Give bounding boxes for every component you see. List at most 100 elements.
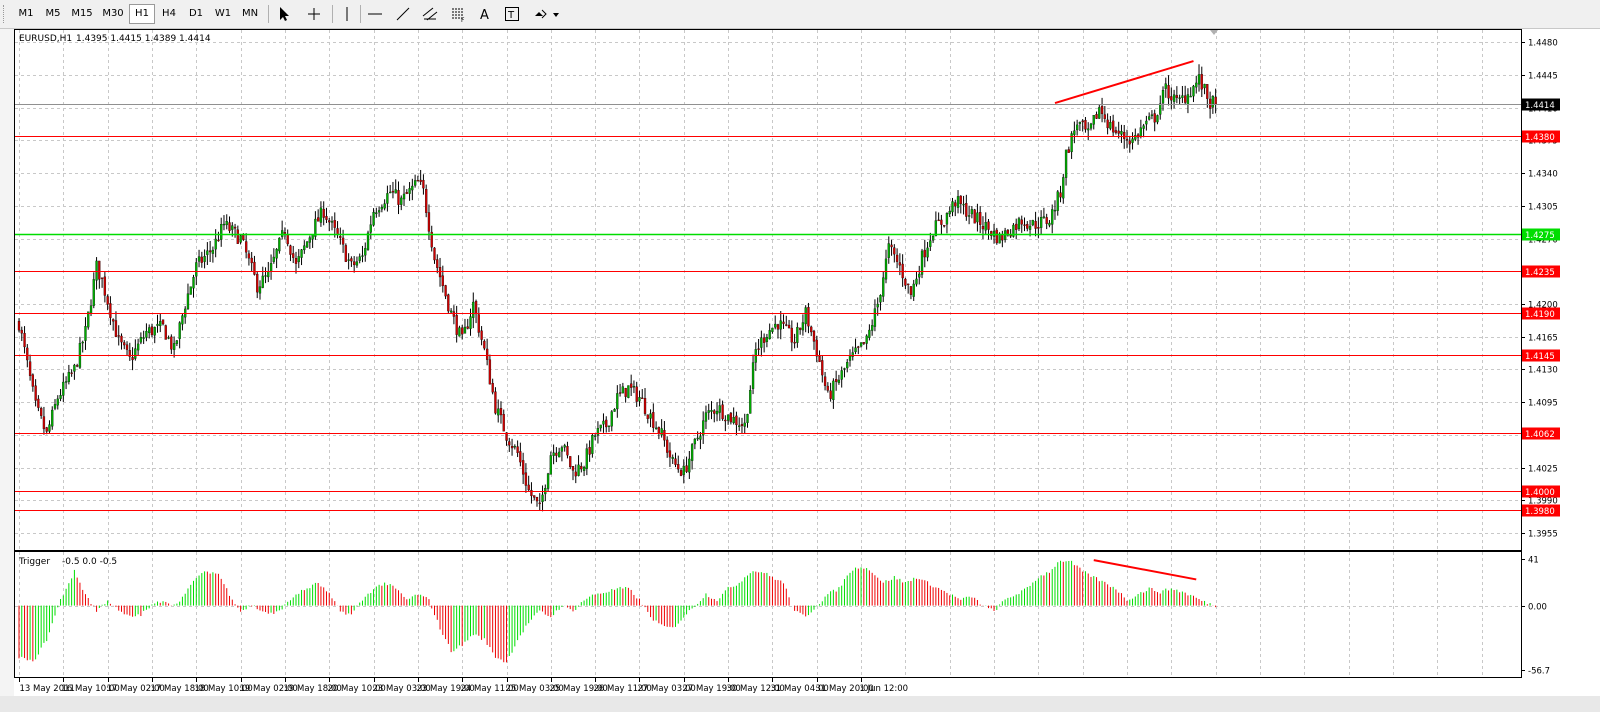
candle-body: [164, 325, 167, 340]
time-tick-label: 27 May 03:00: [638, 684, 696, 694]
candle-body: [1186, 94, 1190, 105]
indicator-background: [14, 551, 1600, 678]
candle-body: [1139, 127, 1142, 137]
toolbar-grip[interactable]: [3, 5, 7, 23]
horizontal-line-icon[interactable]: [364, 4, 386, 24]
candle-body: [1134, 135, 1137, 140]
candle-body: [444, 285, 447, 297]
timeframe-mn[interactable]: MN: [241, 8, 259, 19]
indicator-trendline[interactable]: [1093, 559, 1197, 581]
candle-body: [618, 392, 622, 394]
candle-body: [186, 293, 190, 310]
candle-body: [508, 441, 511, 446]
timeframe-w1[interactable]: W1: [214, 8, 232, 19]
chart-ohlc-values: 1.4395 1.4415 1.4389 1.4414: [76, 34, 211, 44]
candle-body: [801, 322, 805, 331]
candle-body: [62, 381, 65, 396]
candle-body: [940, 219, 943, 225]
candle-body: [347, 259, 350, 261]
candle-body: [1087, 128, 1090, 131]
price-trendline[interactable]: [1054, 60, 1194, 105]
indicator-window[interactable]: 41 0.00 -56.7 Trigger -0.5 0.0 -0.5: [14, 551, 1600, 678]
candle-body: [530, 489, 533, 497]
text-label-icon[interactable]: T: [501, 4, 523, 24]
candle-body: [314, 218, 317, 237]
candle-body: [857, 346, 860, 348]
time-tick-label: 26 May 11:00: [594, 684, 652, 694]
candle-body: [937, 219, 940, 222]
candle-body: [1206, 84, 1209, 99]
candle-body: [455, 315, 458, 335]
candle-body: [73, 364, 76, 372]
candle-body: [211, 249, 215, 254]
timeframe-h4[interactable]: H4: [162, 8, 176, 19]
candle-body: [136, 343, 140, 351]
candle-body: [1012, 224, 1015, 237]
candle-body: [1189, 95, 1192, 98]
candle-body: [846, 362, 849, 369]
candle-body: [1172, 94, 1176, 102]
candle-body: [926, 247, 929, 258]
vertical-line-icon[interactable]: [336, 4, 358, 24]
timeframe-m30[interactable]: M30: [102, 8, 124, 19]
candle-body: [167, 337, 170, 339]
candle-body: [973, 209, 976, 224]
crosshair-icon[interactable]: [303, 4, 325, 24]
candle-body: [954, 202, 957, 207]
candle-body: [1184, 95, 1187, 103]
candle-body: [563, 445, 566, 448]
candle-body: [591, 435, 594, 454]
candle-body: [862, 342, 865, 344]
candle-body: [189, 286, 192, 295]
timeframe-h1[interactable]: H1: [129, 4, 155, 24]
text-icon[interactable]: A: [474, 4, 496, 24]
equidistant-channel-icon[interactable]: [419, 4, 441, 24]
candle-body: [192, 277, 195, 289]
candle-body: [643, 397, 647, 414]
timeframe-m1[interactable]: M1: [18, 8, 34, 19]
candle-body: [1017, 218, 1021, 230]
time-tick-label: 25 May 03:00: [506, 684, 564, 694]
arrows-icon[interactable]: [530, 4, 560, 24]
grid: [15, 30, 1521, 550]
timeframe-m15[interactable]: M15: [71, 8, 93, 19]
timeframe-d1[interactable]: D1: [188, 8, 204, 19]
candle-body: [768, 330, 771, 340]
cursor-icon[interactable]: [273, 4, 295, 24]
candle-body: [682, 465, 685, 475]
candle-body: [1026, 224, 1029, 229]
candle-body: [436, 259, 439, 268]
chart-shift-marker[interactable]: [1210, 30, 1218, 35]
candle-body: [330, 221, 334, 223]
candle-body: [987, 221, 990, 230]
candle-body: [835, 379, 838, 382]
candle-body: [740, 424, 744, 427]
time-tick-label: 17 May 02:00: [107, 684, 165, 694]
candle-body: [909, 286, 913, 295]
candle-body: [887, 243, 890, 258]
candle-body: [463, 326, 467, 334]
candle-body: [499, 408, 503, 416]
candle-body: [217, 239, 220, 242]
candle-body: [286, 234, 289, 245]
price-chart-window[interactable]: 1.44801.44451.44101.43751.43401.43051.42…: [14, 29, 1600, 551]
candle-body: [220, 224, 223, 240]
candle-body: [344, 245, 348, 262]
trendline-icon[interactable]: [392, 4, 414, 24]
candle-body: [289, 245, 292, 255]
candle-body: [516, 446, 519, 453]
current-price-box: [1522, 98, 1560, 111]
candle-body: [1170, 96, 1173, 101]
candle-body: [1145, 120, 1148, 125]
candle-body: [416, 180, 420, 182]
candle-body: [596, 428, 600, 436]
candle-body: [67, 372, 71, 382]
candle-body: [200, 256, 203, 263]
candle-body: [172, 343, 176, 350]
candle-body: [400, 197, 403, 205]
fibonacci-icon[interactable]: F: [447, 4, 469, 24]
candle-body: [56, 398, 59, 406]
timeframe-m5[interactable]: M5: [45, 8, 61, 19]
candle-body: [1125, 139, 1129, 141]
indicator-histogram: [18, 560, 1217, 663]
